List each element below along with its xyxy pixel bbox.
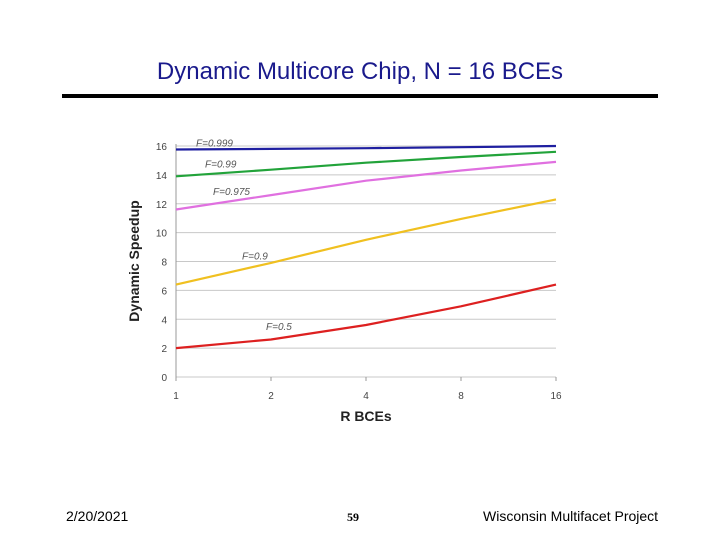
- y-tick-label: 8: [161, 258, 167, 269]
- series-lines: [175, 144, 557, 350]
- y-tick-label: 6: [161, 286, 167, 297]
- x-tick-label: 1: [173, 391, 179, 402]
- x-tick-label: 4: [363, 391, 369, 402]
- page-number: 59: [347, 510, 359, 524]
- x-tick-label: 8: [458, 391, 464, 402]
- footer-project: Wisconsin Multifacet Project: [483, 508, 659, 524]
- y-tick-label: 2: [161, 344, 167, 355]
- x-tick-label: 2: [268, 391, 274, 402]
- series-label: F=0.99: [205, 159, 237, 170]
- footer-date: 2/20/2021: [66, 508, 129, 524]
- series-label: F=0.999: [196, 138, 233, 149]
- title-divider: [62, 94, 658, 98]
- y-axis-label: Dynamic Speedup: [126, 200, 142, 321]
- series-label: F=0.975: [213, 187, 250, 198]
- series-label: F=0.9: [242, 252, 268, 263]
- series-line: [175, 198, 557, 286]
- x-axis-label: R BCEs: [340, 408, 392, 424]
- y-tick-label: 0: [161, 373, 167, 384]
- series-line: [175, 160, 557, 211]
- y-tick-label: 14: [156, 171, 168, 182]
- series-label: F=0.5: [266, 322, 292, 333]
- gridlines: [176, 145, 556, 378]
- y-tick-label: 10: [156, 229, 168, 240]
- series-line: [175, 150, 557, 178]
- y-tick-label: 12: [156, 200, 168, 211]
- y-tick-label: 4: [161, 315, 167, 326]
- series-labels: F=0.999 F=0.99 F=0.975 F=0.9 F=0.5: [196, 138, 292, 333]
- series-line: [175, 144, 557, 151]
- x-tick-label: 16: [550, 391, 562, 402]
- y-tick-label: 16: [156, 142, 168, 153]
- slide-title: Dynamic Multicore Chip, N = 16 BCEs: [156, 58, 564, 85]
- series-line: [175, 283, 557, 350]
